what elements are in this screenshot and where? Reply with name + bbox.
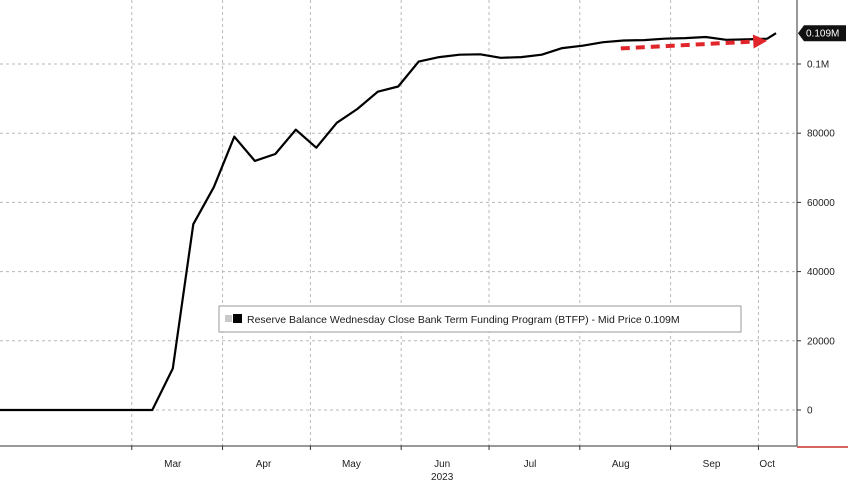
last-value-tag: 0.109M: [798, 25, 846, 42]
legend-swatch-light: [225, 315, 232, 322]
y-tick-label: 20000: [807, 336, 835, 347]
series-line: [0, 32, 777, 412]
legend: Reserve Balance Wednesday Close Bank Ter…: [218, 305, 742, 333]
last-value-label: 0.109M: [806, 29, 839, 40]
legend-label: Reserve Balance Wednesday Close Bank Ter…: [247, 314, 680, 326]
y-tick-label: 0: [807, 406, 813, 417]
trend-arrow-head: [752, 34, 768, 49]
x-tick-label: Jun: [434, 459, 450, 470]
x-tick-label: Aug: [612, 459, 630, 470]
legend-frame: [218, 305, 742, 333]
y-tick-label: 40000: [807, 267, 835, 278]
x-tick-label: Sep: [703, 459, 721, 470]
x-tick-label: Mar: [164, 459, 182, 470]
legend-box: Reserve Balance Wednesday Close Bank Ter…: [218, 305, 742, 333]
last-value-tag-bg: [798, 25, 846, 42]
x-tick-label: Jul: [524, 459, 537, 470]
legend-swatch: [233, 314, 242, 323]
trend-arrow-shaft: [620, 39, 754, 51]
y-tick-label: 60000: [807, 198, 835, 209]
x-tick-label: Apr: [256, 459, 272, 470]
y-tick-label: 80000: [807, 129, 835, 140]
gridlines: [0, 0, 797, 446]
annotations: [620, 34, 768, 51]
x-tick-label: May: [342, 459, 361, 470]
series: [0, 32, 777, 412]
x-tick-label: Oct: [759, 459, 775, 470]
y-tick-label: 0.1M: [807, 60, 829, 71]
x-year-label: 2023: [431, 472, 454, 483]
